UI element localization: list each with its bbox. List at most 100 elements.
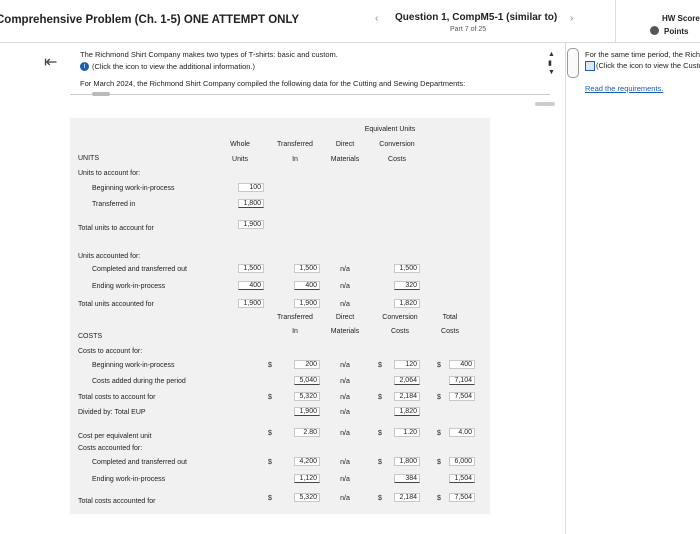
back-button[interactable]: ⇤ [44, 54, 58, 71]
row-label: Costs to account for: [78, 348, 143, 355]
value-cell: 1,820 [394, 299, 420, 308]
info-icon[interactable]: i [80, 62, 89, 71]
points: Points [664, 27, 689, 36]
column-header: Total [442, 314, 458, 321]
row-label: COSTS [78, 333, 103, 340]
value-cell: n/a [340, 266, 350, 273]
row-label: Divided by: Total EUP [78, 409, 146, 416]
table-icon[interactable] [585, 61, 595, 71]
assignment-title: Comprehensive Problem (Ch. 1-5) ONE ATTE… [0, 14, 300, 26]
next-arrow[interactable]: › [570, 13, 574, 24]
row-label: Transferred in [92, 201, 136, 208]
dollar-sign: $ [378, 495, 382, 502]
column-header: Conversion [379, 141, 415, 148]
scroll-knob[interactable] [567, 48, 579, 78]
dollar-sign: $ [437, 459, 441, 466]
value-cell: 4,200 [294, 457, 320, 466]
value-cell: 2,184 [394, 392, 420, 401]
value-cell: 1,900 [294, 407, 320, 416]
side-text: For the same time period, the Richmond [585, 50, 700, 59]
column-header: Direct [335, 141, 355, 148]
row-label: Total costs to account for [78, 394, 156, 401]
value-cell: 2,064 [394, 376, 420, 385]
row-label: Total units to account for [78, 225, 154, 232]
dollar-sign: $ [378, 394, 382, 401]
value-cell: 5,320 [294, 493, 320, 502]
row-label: Costs added during the period [92, 378, 186, 385]
value-cell: 1.20 [394, 428, 420, 437]
dollar-sign: $ [437, 495, 441, 502]
value-cell: 7,504 [449, 493, 475, 502]
value-cell: n/a [340, 459, 350, 466]
intro-text: For March 2024, the Richmond Shirt Compa… [80, 79, 466, 88]
value-cell: 5,320 [294, 392, 320, 401]
value-cell: 7,504 [449, 392, 475, 401]
value-cell: 1,120 [294, 474, 320, 483]
value-cell: 1,900 [294, 299, 320, 308]
column-header: Units [232, 156, 248, 163]
row-label: Total units accounted for [78, 301, 154, 308]
value-cell: 1,800 [238, 199, 264, 208]
dollar-sign: $ [268, 362, 272, 369]
row-label: Completed and transferred out [92, 459, 187, 466]
value-cell: 1,500 [294, 264, 320, 273]
value-cell: n/a [340, 283, 350, 290]
column-header: Conversion [382, 314, 418, 321]
question-title: Question 1, CompM5-1 (similar to) [395, 12, 558, 23]
value-cell: n/a [340, 362, 350, 369]
prev-arrow[interactable]: ‹ [375, 13, 379, 24]
question-part: Part 7 of 25 [450, 26, 487, 33]
row-label: Units accounted for: [78, 253, 141, 260]
column-header: Materials [330, 156, 360, 163]
row-label: Costs accounted for: [78, 445, 143, 452]
value-cell: 1,504 [449, 474, 475, 483]
column-header: Costs [391, 328, 409, 335]
value-cell: 1,500 [238, 264, 264, 273]
column-header: In [292, 156, 298, 163]
value-cell: n/a [340, 301, 350, 308]
requirements-link[interactable]: Read the requirements. [585, 84, 664, 93]
column-header: Whole [230, 141, 250, 148]
dollar-sign: $ [378, 362, 382, 369]
info-link[interactable]: (Click the icon to view the additional i… [92, 62, 255, 71]
column-header: Costs [441, 328, 459, 335]
value-cell: 320 [394, 281, 420, 290]
value-cell: 400 [449, 360, 475, 369]
dollar-sign: $ [437, 394, 441, 401]
row-label: Completed and transferred out [92, 266, 187, 273]
dollar-sign: $ [437, 362, 441, 369]
row-label: Ending work-in-process [92, 283, 166, 290]
value-cell: 5,040 [294, 376, 320, 385]
column-header: Direct [335, 314, 355, 321]
column-header: Costs [388, 156, 406, 163]
value-cell: 400 [294, 281, 320, 290]
hw-score: HW Score [662, 14, 700, 23]
value-cell: 4.00 [449, 428, 475, 437]
divider [615, 0, 616, 42]
dollar-sign: $ [268, 394, 272, 401]
dollar-sign: $ [268, 459, 272, 466]
column-header: In [292, 328, 298, 335]
points-icon [650, 26, 659, 35]
panel-toggle[interactable]: ▲ ▮ ▼ [548, 51, 555, 76]
value-cell: 120 [394, 360, 420, 369]
dollar-sign: $ [378, 459, 382, 466]
cost-table: Equivalent Units Whole Units Transferred In D… [70, 118, 490, 514]
dollar-sign: $ [268, 495, 272, 502]
value-cell: 100 [238, 183, 264, 192]
value-cell: n/a [340, 430, 350, 437]
value-cell: 6,000 [449, 457, 475, 466]
value-cell: 1,820 [394, 407, 420, 416]
column-header: Materials [330, 328, 360, 335]
value-cell: n/a [340, 409, 350, 416]
row-label: Total costs accounted for [78, 498, 156, 505]
side-link[interactable]: (Click the icon to view the Custom [596, 61, 700, 70]
top-bar: Comprehensive Problem (Ch. 1-5) ONE ATTE… [0, 0, 700, 43]
row-label: Beginning work-in-process [92, 362, 175, 369]
column-header: Transferred [277, 314, 313, 321]
value-cell: 1,800 [394, 457, 420, 466]
value-cell: n/a [340, 394, 350, 401]
row-label: Ending work-in-process [92, 476, 166, 483]
value-cell: n/a [340, 476, 350, 483]
